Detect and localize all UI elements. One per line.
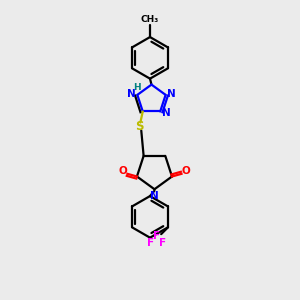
Text: N: N: [162, 108, 170, 118]
Text: N: N: [167, 89, 176, 99]
Text: N: N: [150, 191, 159, 201]
Text: S: S: [136, 121, 144, 134]
Text: O: O: [119, 167, 128, 176]
Text: F: F: [158, 238, 166, 248]
Text: H: H: [133, 83, 140, 92]
Text: F: F: [147, 238, 154, 248]
Text: O: O: [181, 167, 190, 176]
Text: CH₃: CH₃: [141, 15, 159, 24]
Text: N: N: [127, 89, 136, 99]
Text: F: F: [153, 231, 160, 241]
